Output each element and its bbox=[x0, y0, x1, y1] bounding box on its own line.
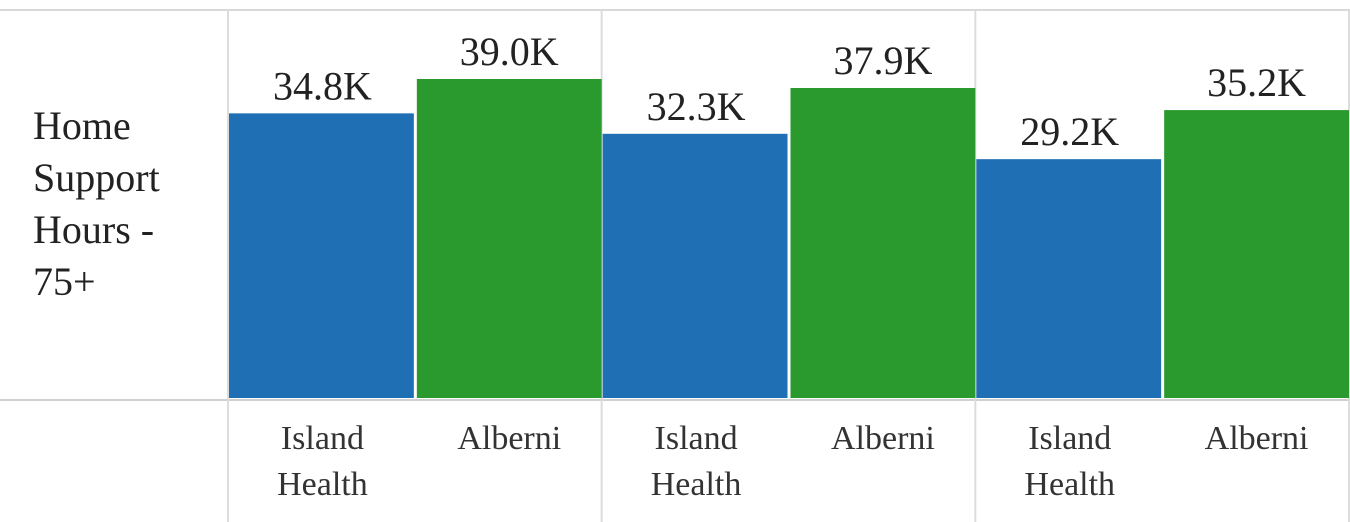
row-label-line-4: 75+ bbox=[33, 259, 96, 304]
bars bbox=[229, 79, 1349, 399]
bar bbox=[602, 133, 788, 399]
category-label: Alberni bbox=[1205, 420, 1309, 457]
bar bbox=[229, 113, 414, 398]
category-label: Alberni bbox=[457, 420, 561, 457]
data-labels: 34.8K 39.0K 32.3K 37.9K 29.2K 35.2K bbox=[273, 29, 1306, 154]
data-label: 32.3K bbox=[647, 84, 746, 129]
bar bbox=[976, 159, 1162, 398]
data-label: 35.2K bbox=[1207, 60, 1306, 105]
category-label: Alberni bbox=[831, 420, 935, 457]
data-label: 39.0K bbox=[460, 29, 559, 74]
category-label: Health bbox=[1024, 466, 1115, 503]
row-label: Home Support Hours - 75+ bbox=[33, 100, 223, 308]
row-label-line-1: Home bbox=[33, 103, 131, 148]
category-label: Island bbox=[281, 420, 364, 457]
data-label: 37.9K bbox=[833, 38, 932, 83]
bar bbox=[1164, 110, 1349, 398]
category-label: Island bbox=[1028, 420, 1111, 457]
category-labels: Island Health Alberni Island Health Alberni Is… bbox=[277, 420, 1308, 503]
category-label: Health bbox=[651, 466, 742, 503]
row-label-line-3: Hours - bbox=[33, 207, 155, 252]
row-label-line-2: Support bbox=[33, 155, 160, 200]
data-label: 34.8K bbox=[273, 63, 372, 108]
bar bbox=[416, 79, 602, 398]
category-label: Health bbox=[277, 466, 368, 503]
category-label: Island bbox=[655, 420, 738, 457]
bar bbox=[790, 87, 976, 398]
data-label: 29.2K bbox=[1020, 109, 1119, 154]
